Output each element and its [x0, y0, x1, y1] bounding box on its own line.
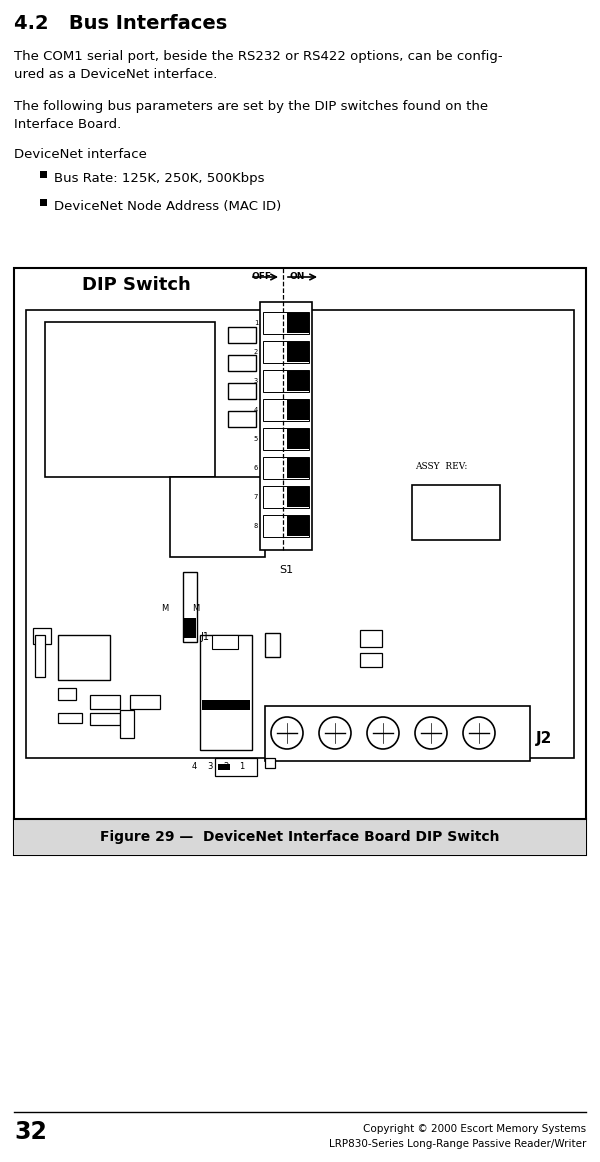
Bar: [14, 819, 586, 855]
Text: OFF: OFF: [252, 272, 272, 281]
Text: DIP Switch: DIP Switch: [82, 277, 191, 294]
Circle shape: [463, 717, 495, 749]
Bar: [228, 383, 256, 399]
Text: 3: 3: [208, 762, 212, 772]
Bar: [26, 310, 574, 758]
Bar: [263, 428, 309, 450]
Bar: [260, 302, 312, 550]
Bar: [35, 634, 45, 677]
Bar: [263, 457, 309, 479]
Text: Copyright © 2000 Escort Memory Systems: Copyright © 2000 Escort Memory Systems: [363, 1124, 586, 1134]
Bar: [263, 370, 309, 392]
Bar: [360, 653, 382, 667]
Circle shape: [271, 717, 303, 749]
Text: ASSY  REV:: ASSY REV:: [415, 462, 467, 471]
Text: LRP830-Series Long-Range Passive Reader/Writer: LRP830-Series Long-Range Passive Reader/…: [329, 1139, 586, 1149]
Bar: [170, 476, 265, 557]
Text: 4.2   Bus Interfaces: 4.2 Bus Interfaces: [14, 14, 227, 33]
Bar: [40, 199, 47, 206]
Bar: [218, 763, 230, 770]
Text: 6: 6: [254, 465, 258, 471]
Bar: [90, 695, 120, 709]
Bar: [120, 710, 134, 738]
Bar: [183, 572, 197, 641]
Bar: [14, 268, 586, 855]
Bar: [200, 634, 252, 749]
Bar: [212, 634, 238, 650]
Circle shape: [319, 717, 351, 749]
Bar: [265, 706, 530, 761]
Bar: [58, 688, 76, 700]
Text: Interface Board.: Interface Board.: [14, 119, 121, 131]
Bar: [58, 634, 110, 680]
Text: 7: 7: [254, 494, 258, 500]
Bar: [45, 322, 215, 476]
Bar: [287, 400, 309, 419]
Bar: [263, 399, 309, 421]
Text: The COM1 serial port, beside the RS232 or RS422 options, can be config-: The COM1 serial port, beside the RS232 o…: [14, 50, 503, 63]
Text: The following bus parameters are set by the DIP switches found on the: The following bus parameters are set by …: [14, 100, 488, 113]
Text: M: M: [193, 604, 200, 614]
Text: 2: 2: [254, 349, 258, 356]
Bar: [360, 630, 382, 647]
Text: 3: 3: [254, 378, 258, 383]
Text: 5: 5: [254, 436, 258, 442]
Bar: [287, 342, 309, 363]
Bar: [90, 713, 120, 725]
Bar: [287, 429, 309, 449]
Text: M: M: [161, 604, 169, 614]
Text: J2: J2: [536, 731, 553, 746]
Bar: [228, 327, 256, 343]
Text: 4: 4: [254, 407, 258, 413]
Text: 8: 8: [254, 523, 258, 529]
Bar: [287, 516, 309, 536]
Text: 1: 1: [239, 762, 245, 772]
Bar: [58, 713, 82, 723]
Bar: [215, 758, 257, 776]
Bar: [265, 633, 280, 657]
Text: Bus Rate: 125K, 250K, 500Kbps: Bus Rate: 125K, 250K, 500Kbps: [54, 172, 265, 185]
Bar: [287, 313, 309, 333]
Bar: [33, 627, 51, 644]
Bar: [184, 618, 196, 638]
Text: S1: S1: [279, 565, 293, 575]
Bar: [265, 758, 275, 768]
Bar: [412, 485, 500, 540]
Bar: [287, 458, 309, 478]
Text: ured as a DeviceNet interface.: ured as a DeviceNet interface.: [14, 69, 217, 81]
Text: 4: 4: [191, 762, 197, 772]
Bar: [40, 171, 47, 178]
Bar: [202, 700, 250, 710]
Bar: [263, 486, 309, 508]
Text: DeviceNet interface: DeviceNet interface: [14, 148, 147, 162]
Bar: [263, 340, 309, 363]
Bar: [263, 515, 309, 537]
Text: 2: 2: [223, 762, 229, 772]
Text: 1: 1: [254, 320, 258, 327]
Text: ON: ON: [290, 272, 305, 281]
Bar: [228, 411, 256, 426]
Bar: [287, 487, 309, 507]
Text: J1: J1: [200, 632, 209, 641]
Circle shape: [415, 717, 447, 749]
Bar: [287, 371, 309, 390]
Text: DeviceNet Node Address (MAC ID): DeviceNet Node Address (MAC ID): [54, 200, 281, 213]
Bar: [263, 313, 309, 333]
Circle shape: [367, 717, 399, 749]
Bar: [228, 356, 256, 371]
Bar: [130, 695, 160, 709]
Text: Figure 29 —  DeviceNet Interface Board DIP Switch: Figure 29 — DeviceNet Interface Board DI…: [100, 830, 500, 844]
Text: 32: 32: [14, 1120, 47, 1145]
